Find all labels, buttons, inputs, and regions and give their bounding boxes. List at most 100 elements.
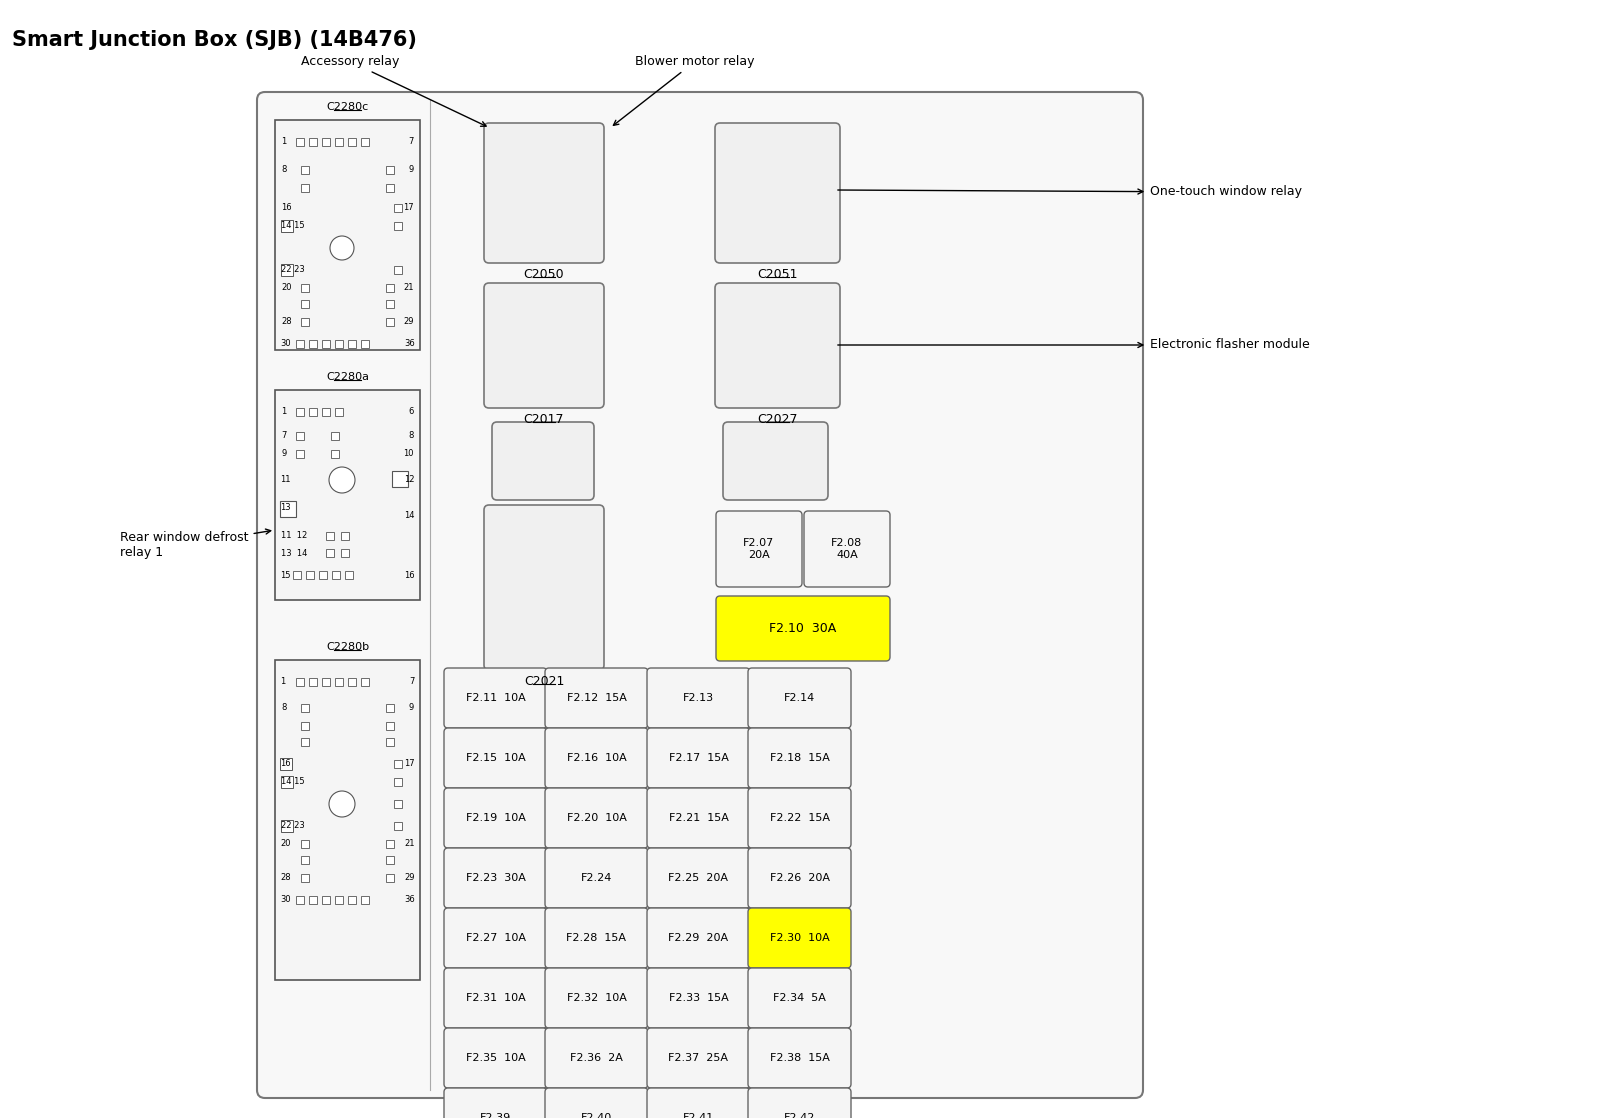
Bar [386,318,394,326]
FancyBboxPatch shape [546,667,648,728]
FancyBboxPatch shape [715,123,840,263]
Bar [275,390,419,600]
Text: 8: 8 [408,432,414,440]
Text: F2.35  10A: F2.35 10A [466,1053,525,1063]
Bar [334,408,342,416]
Bar [309,408,317,416]
Text: F2.33  15A: F2.33 15A [669,993,728,1003]
Text: F2.24: F2.24 [581,873,613,883]
Bar [322,340,330,348]
Bar [362,678,370,686]
Bar [331,432,339,440]
Text: 7: 7 [410,678,414,686]
Text: F2.39: F2.39 [480,1114,510,1118]
FancyBboxPatch shape [717,596,890,661]
Text: 14 15: 14 15 [282,777,304,786]
Text: 15: 15 [280,570,291,579]
Bar [394,222,402,230]
Text: C2017: C2017 [523,413,565,426]
Text: 9: 9 [282,449,286,458]
Text: 9: 9 [408,165,414,174]
Bar [280,501,296,517]
Bar [341,549,349,557]
Text: F2.12  15A: F2.12 15A [566,693,627,703]
Text: C2280b: C2280b [326,642,370,652]
Text: F2.36  2A: F2.36 2A [570,1053,622,1063]
FancyBboxPatch shape [646,908,750,968]
Text: C2027: C2027 [757,413,798,426]
Bar [282,776,293,788]
Text: 17: 17 [405,759,414,768]
Bar [362,896,370,904]
Text: 22 23: 22 23 [282,822,304,831]
FancyBboxPatch shape [749,667,851,728]
Text: C2021: C2021 [523,675,565,688]
Text: F2.37  25A: F2.37 25A [669,1053,728,1063]
Bar [301,318,309,326]
Text: C2280c: C2280c [326,102,368,112]
Text: F2.31  10A: F2.31 10A [466,993,525,1003]
Text: 1: 1 [282,407,286,417]
FancyBboxPatch shape [546,1088,648,1118]
Text: 6: 6 [408,407,414,417]
FancyBboxPatch shape [646,968,750,1027]
Text: 16: 16 [280,759,291,768]
Text: 29: 29 [403,318,414,326]
Text: 7: 7 [408,138,414,146]
Circle shape [330,792,355,817]
Bar [309,138,317,146]
FancyBboxPatch shape [445,667,547,728]
FancyBboxPatch shape [483,123,605,263]
Bar [394,778,402,786]
Text: 17: 17 [403,203,414,212]
Bar [301,165,309,174]
Text: 11  12: 11 12 [282,531,307,540]
Text: F2.29  20A: F2.29 20A [669,934,728,942]
Text: C2051: C2051 [757,268,798,281]
Text: 11: 11 [280,475,291,484]
Text: F2.28  15A: F2.28 15A [566,934,627,942]
Text: 30: 30 [280,896,291,904]
Bar [386,184,394,192]
Bar [296,408,304,416]
Text: F2.16  10A: F2.16 10A [566,754,626,762]
Text: 1: 1 [280,678,285,686]
Bar [301,722,309,730]
Bar [334,340,342,348]
Bar [275,660,419,980]
Text: 8: 8 [282,703,286,712]
Text: F2.41: F2.41 [683,1114,714,1118]
Text: 13: 13 [280,503,291,512]
Text: 30: 30 [280,340,291,349]
Text: 28: 28 [282,318,291,326]
Text: F2.30  10A: F2.30 10A [770,934,829,942]
Text: 28: 28 [280,873,291,882]
Circle shape [330,236,354,260]
Text: Smart Junction Box (SJB) (14B476): Smart Junction Box (SJB) (14B476) [13,30,418,50]
FancyBboxPatch shape [646,1027,750,1088]
Bar [334,678,342,686]
Text: C2280a: C2280a [326,372,370,382]
Bar [306,571,314,579]
FancyBboxPatch shape [749,728,851,788]
Text: F2.25  20A: F2.25 20A [669,873,728,883]
FancyBboxPatch shape [445,788,547,847]
Text: 22 23: 22 23 [282,265,304,275]
Text: F2.13: F2.13 [683,693,714,703]
Text: 14 15: 14 15 [282,221,304,230]
Circle shape [330,467,355,493]
FancyBboxPatch shape [749,788,851,847]
FancyBboxPatch shape [723,421,829,500]
Bar [386,300,394,307]
Text: F2.23  30A: F2.23 30A [466,873,525,883]
Bar [362,138,370,146]
Text: 14: 14 [405,511,414,520]
FancyBboxPatch shape [646,1088,750,1118]
Text: 20: 20 [280,840,291,849]
FancyBboxPatch shape [717,511,802,587]
Text: One-touch window relay: One-touch window relay [838,186,1302,199]
FancyBboxPatch shape [546,728,648,788]
Text: F2.18  15A: F2.18 15A [770,754,829,762]
Text: F2.40: F2.40 [581,1114,613,1118]
Text: F2.32  10A: F2.32 10A [566,993,627,1003]
